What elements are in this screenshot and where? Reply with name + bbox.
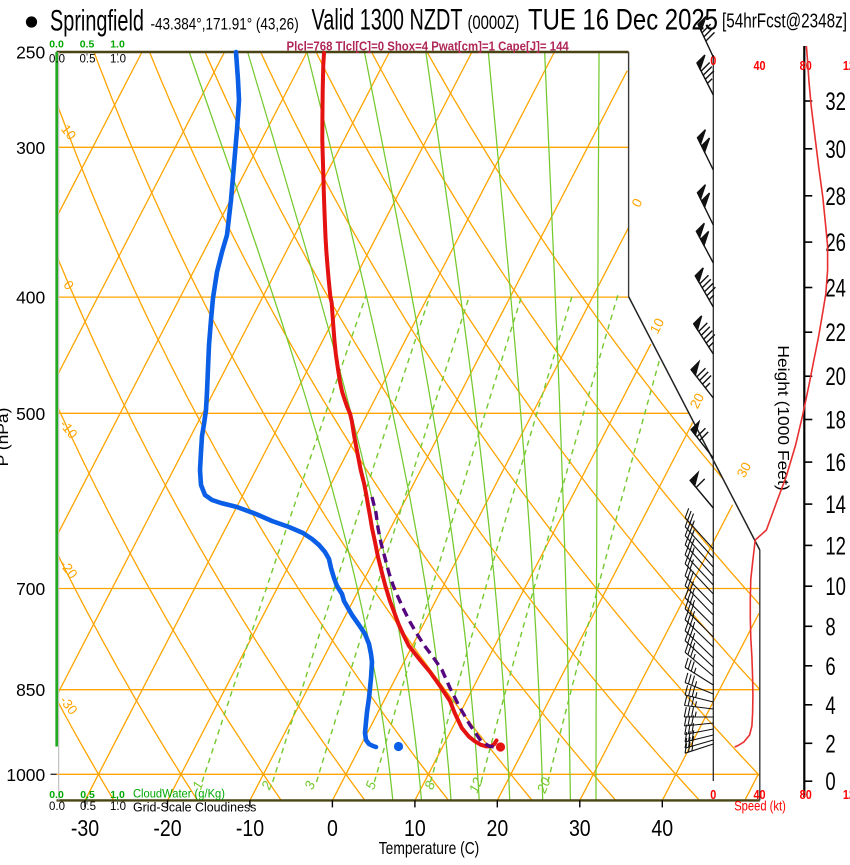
svg-text:Plcl=768 Tlcl[C]=0 Shox=4 Pwat: Plcl=768 Tlcl[C]=0 Shox=4 Pwat[cm]=1 Cap… <box>287 39 569 54</box>
svg-text:0.0: 0.0 <box>49 39 64 51</box>
svg-text:20: 20 <box>486 816 508 842</box>
svg-text:80: 80 <box>800 787 812 802</box>
svg-text:6: 6 <box>825 652 835 680</box>
svg-text:Height (1000 Feet): Height (1000 Feet) <box>774 345 792 490</box>
svg-text:16: 16 <box>825 448 846 476</box>
svg-text:20: 20 <box>534 775 554 796</box>
svg-text:300: 300 <box>16 138 45 158</box>
svg-text:1000: 1000 <box>6 765 45 785</box>
svg-text:26: 26 <box>825 228 846 256</box>
svg-text:1.0: 1.0 <box>110 801 126 813</box>
svg-text:0.0: 0.0 <box>49 801 65 813</box>
svg-text:40: 40 <box>651 816 673 842</box>
svg-text:2: 2 <box>825 730 835 758</box>
svg-text:1.0: 1.0 <box>110 789 125 801</box>
svg-text:400: 400 <box>16 287 45 307</box>
svg-text:0.5: 0.5 <box>80 789 95 801</box>
svg-text:120: 120 <box>843 58 850 73</box>
svg-text:20: 20 <box>825 362 846 390</box>
svg-text:0.0: 0.0 <box>49 54 65 66</box>
svg-text:18: 18 <box>825 406 846 434</box>
svg-text:12: 12 <box>825 532 846 560</box>
svg-text:850: 850 <box>16 680 45 700</box>
svg-text:-10: -10 <box>236 816 264 842</box>
svg-text:28: 28 <box>825 182 846 210</box>
svg-text:-20: -20 <box>153 816 181 842</box>
svg-text:-30: -30 <box>71 816 99 842</box>
svg-text:0.5: 0.5 <box>80 54 96 66</box>
svg-text:0.0: 0.0 <box>49 789 64 801</box>
svg-text:10: 10 <box>58 122 79 143</box>
svg-text:40: 40 <box>753 787 765 802</box>
svg-text:32: 32 <box>825 87 846 115</box>
svg-text:0: 0 <box>710 787 716 802</box>
svg-text:1.0: 1.0 <box>110 54 126 66</box>
svg-text:Speed (kt): Speed (kt) <box>734 798 786 813</box>
svg-text:20: 20 <box>687 391 707 411</box>
svg-text:8: 8 <box>825 613 835 641</box>
svg-text:80: 80 <box>800 58 812 73</box>
svg-text:1.0: 1.0 <box>110 39 125 51</box>
svg-text:22: 22 <box>825 318 846 346</box>
svg-text:250: 250 <box>16 42 45 62</box>
svg-text:Springfield: Springfield <box>50 5 144 38</box>
svg-text:30: 30 <box>734 460 754 480</box>
svg-text:120: 120 <box>843 787 850 802</box>
svg-text:14: 14 <box>825 490 846 518</box>
svg-text:4: 4 <box>825 691 835 719</box>
svg-text:30: 30 <box>569 816 591 842</box>
svg-text:P (hPa): P (hPa) <box>0 408 12 467</box>
svg-text:0: 0 <box>710 53 716 68</box>
svg-text:0: 0 <box>825 767 835 795</box>
svg-text:-43.384°,171.91° (43,26): -43.384°,171.91° (43,26) <box>151 15 299 34</box>
svg-text:0: 0 <box>327 816 338 842</box>
svg-text:40: 40 <box>753 58 765 73</box>
svg-text:Valid 1300 NZDT: Valid 1300 NZDT <box>312 4 463 37</box>
svg-text:10: 10 <box>404 816 426 842</box>
svg-text:[54hrFcst@2348z]: [54hrFcst@2348z] <box>722 10 847 32</box>
svg-text:Temperature (C): Temperature (C) <box>379 840 480 859</box>
svg-text:30: 30 <box>825 135 846 163</box>
svg-text:700: 700 <box>16 579 45 599</box>
svg-text:CloudWater (g/Kg): CloudWater (g/Kg) <box>133 788 225 800</box>
svg-text:10: 10 <box>647 316 667 336</box>
svg-text:24: 24 <box>825 274 846 302</box>
svg-text:Grid-Scale Cloudiness: Grid-Scale Cloudiness <box>133 800 256 814</box>
svg-text:500: 500 <box>16 404 45 424</box>
svg-text:10: 10 <box>825 572 846 600</box>
svg-text:(0000Z): (0000Z) <box>468 12 520 33</box>
svg-text:12: 12 <box>466 775 486 795</box>
svg-text:0.5: 0.5 <box>80 39 95 51</box>
svg-text:TUE 16 Dec 2025: TUE 16 Dec 2025 <box>528 2 718 36</box>
svg-text:0.5: 0.5 <box>80 801 96 813</box>
